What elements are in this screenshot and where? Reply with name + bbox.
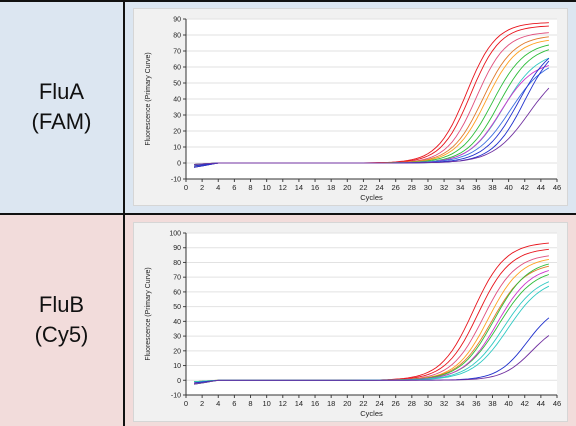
x-tick-label: 0 [184, 183, 188, 192]
y-tick-label: 60 [173, 289, 181, 296]
x-tick-label: 26 [392, 183, 400, 192]
y-tick-label: 50 [173, 81, 181, 88]
x-tick-label: 42 [521, 399, 529, 408]
x-tick-label: 44 [537, 183, 545, 192]
x-tick-label: 36 [472, 399, 480, 408]
x-tick-label: 20 [343, 183, 351, 192]
x-tick-label: 24 [375, 399, 383, 408]
x-tick-label: 0 [184, 399, 188, 408]
x-tick-label: 2 [200, 399, 204, 408]
fluA-row: FluA (FAM) -10 0 10 20 30 40 50 60 70 80 90 0 2 4 6 8 10… [0, 0, 576, 214]
y-tick-label: 50 [173, 304, 181, 311]
fluB-plot-cell: -10 0 10 20 30 40 50 60 70 80 90 100 0 2 4 6 8 10 12 14 16 18… [125, 214, 576, 426]
x-tick-label: 4 [216, 183, 220, 192]
x-tick-label: 22 [359, 183, 367, 192]
x-tick-label: 20 [343, 399, 351, 408]
y-tick-label: 30 [173, 113, 181, 120]
x-tick-label: 16 [311, 183, 319, 192]
fluB-row: FluB (Cy5) -10 0 10 20 30 40 50 60 70 80 90 100 0 2 4 6… [0, 214, 576, 426]
x-tick-label: 14 [295, 399, 303, 408]
x-tick-label: 6 [232, 183, 236, 192]
fluB-chart-panel: -10 0 10 20 30 40 50 60 70 80 90 100 0 2 4 6 8 10 12 14 16 18… [133, 222, 568, 422]
x-tick-label: 42 [521, 183, 529, 192]
x-tick-label: 4 [216, 399, 220, 408]
y-tick-label: 10 [173, 363, 181, 370]
x-tick-label: 26 [392, 399, 400, 408]
x-tick-label: 38 [488, 183, 496, 192]
y-tick-label: 90 [173, 245, 181, 252]
x-tick-label: 30 [424, 183, 432, 192]
fluA-plot-cell: -10 0 10 20 30 40 50 60 70 80 90 0 2 4 6 8 10 12 14 16 18 20 2… [125, 0, 576, 214]
x-tick-label: 40 [504, 399, 512, 408]
x-tick-label: 2 [200, 183, 204, 192]
x-tick-label: 12 [279, 399, 287, 408]
x-tick-label: 10 [262, 183, 270, 192]
fluA-target-name: FluA [38, 79, 85, 104]
y-tick-label: 0 [177, 161, 181, 168]
x-tick-label: 46 [553, 183, 561, 192]
y-tick-label: -10 [171, 393, 181, 400]
y-tick-label: 90 [173, 17, 181, 24]
y-tick-label: 80 [173, 260, 181, 267]
x-tick-label: 18 [327, 399, 335, 408]
y-tick-label: 40 [173, 97, 181, 104]
amplification-curve [194, 335, 550, 385]
y-tick-label: 20 [173, 348, 181, 355]
x-tick-label: 34 [456, 183, 464, 192]
x-tick-label: 30 [424, 399, 432, 408]
x-axis-label: Cycles [360, 409, 383, 418]
fluB-label-cell: FluB (Cy5) [0, 214, 123, 426]
fluA-chart-panel: -10 0 10 20 30 40 50 60 70 80 90 0 2 4 6 8 10 12 14 16 18 20 2… [133, 8, 568, 206]
x-tick-label: 8 [248, 183, 252, 192]
x-tick-label: 32 [440, 399, 448, 408]
x-tick-label: 10 [262, 399, 270, 408]
amplification-curve [194, 87, 550, 165]
x-axis-label: Cycles [360, 193, 383, 202]
plot-area [186, 233, 557, 395]
x-tick-label: 16 [311, 399, 319, 408]
x-tick-label: 38 [488, 399, 496, 408]
y-tick-label: -10 [171, 177, 181, 184]
fluA-label-cell: FluA (FAM) [0, 0, 123, 214]
x-tick-label: 12 [279, 183, 287, 192]
x-tick-label: 46 [553, 399, 561, 408]
x-tick-label: 28 [408, 183, 416, 192]
x-tick-label: 34 [456, 399, 464, 408]
x-tick-label: 40 [504, 183, 512, 192]
y-tick-label: 70 [173, 275, 181, 282]
table-border-top [0, 0, 576, 2]
x-tick-label: 36 [472, 183, 480, 192]
y-tick-label: 60 [173, 65, 181, 72]
x-tick-label: 18 [327, 183, 335, 192]
table-border-middle [0, 213, 576, 215]
x-tick-label: 8 [248, 399, 252, 408]
x-tick-label: 32 [440, 183, 448, 192]
y-axis-label: Fluorescence (Primary Curve) [145, 267, 152, 360]
y-tick-label: 30 [173, 334, 181, 341]
x-tick-label: 44 [537, 399, 545, 408]
y-tick-label: 10 [173, 145, 181, 152]
y-tick-label: 100 [169, 231, 181, 238]
fluB-target-name: FluB [38, 292, 85, 317]
x-tick-label: 24 [375, 183, 383, 192]
y-tick-label: 20 [173, 129, 181, 136]
table-border-divider [123, 0, 125, 426]
y-tick-label: 0 [177, 378, 181, 385]
y-tick-label: 70 [173, 49, 181, 56]
fluA-dye-name: (FAM) [31, 109, 92, 134]
fluB-dye-name: (Cy5) [34, 322, 89, 347]
y-tick-label: 80 [173, 33, 181, 40]
x-tick-label: 22 [359, 399, 367, 408]
x-tick-label: 28 [408, 399, 416, 408]
x-tick-label: 14 [295, 183, 303, 192]
y-tick-label: 40 [173, 319, 181, 326]
y-axis-label: Fluorescence (Primary Curve) [145, 52, 152, 145]
x-tick-label: 6 [232, 399, 236, 408]
